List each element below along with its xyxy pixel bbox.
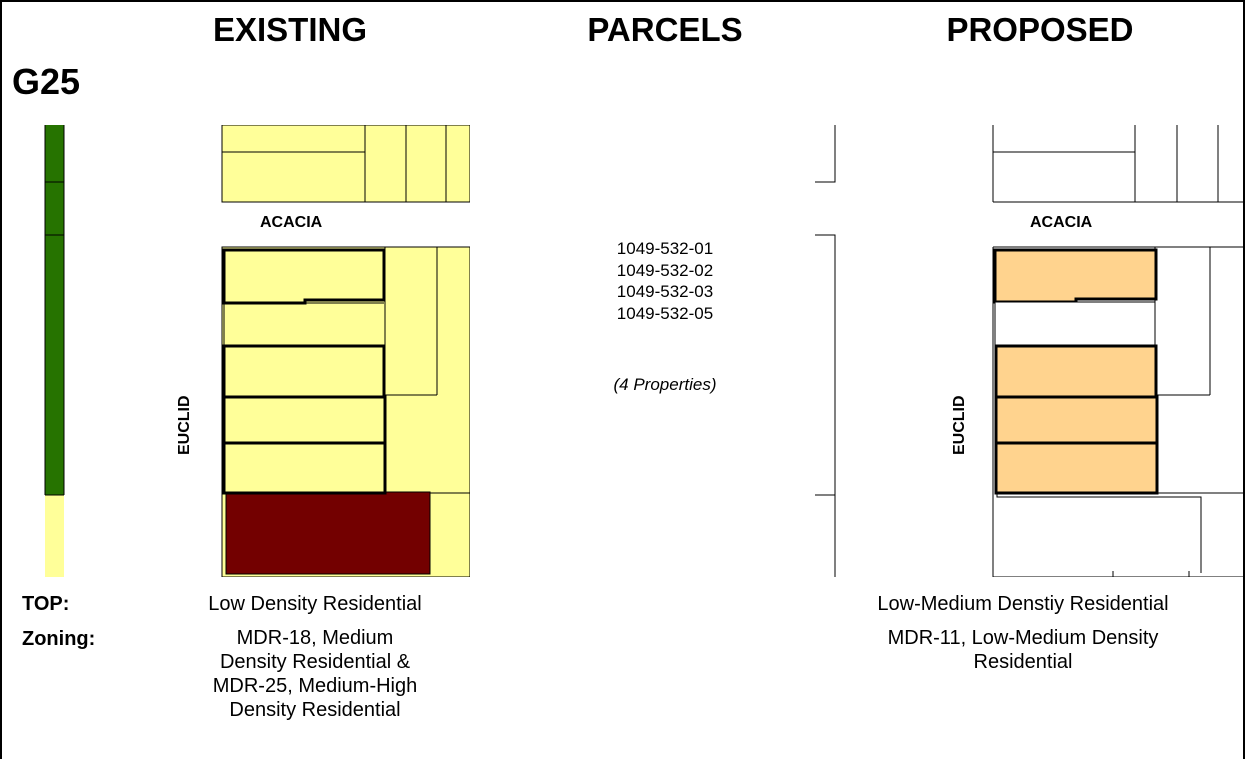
proposed-zoning-line: MDR-11, Low-Medium Density <box>887 627 1159 649</box>
subject-parcel-3 <box>994 395 1159 445</box>
proposed-top-value: Low-Medium Denstiy Residential <box>877 593 1169 615</box>
proposed-zoning-value: MDR-11, Low-Medium Density Residential <box>808 626 1238 674</box>
subject-parcel-1 <box>993 248 1158 304</box>
zoning-label: Zoning: <box>22 628 96 650</box>
frame-right-border <box>1243 0 1245 759</box>
parcel-apn: 1049-532-03 <box>616 282 714 301</box>
column-heading-proposed: PROPOSED <box>946 11 1134 48</box>
column-heading-parcels: PARCELS <box>587 11 743 48</box>
parcel-apn: 1049-532-01 <box>616 239 714 258</box>
top-label: TOP: <box>22 593 70 615</box>
street-label-acacia: ACACIA <box>260 214 323 231</box>
commercial-parcel <box>225 491 431 575</box>
existing-land-use-map: ACACIA EUCLID <box>40 124 471 578</box>
parcel-apn-list: 1049-532-01 1049-532-02 1049-532-03 1049… <box>545 238 785 324</box>
subject-parcel-4 <box>994 441 1159 495</box>
street-label-acacia: ACACIA <box>1030 214 1093 231</box>
frame-top-border <box>0 0 1245 2</box>
street-label-euclid: EUCLID <box>951 395 968 455</box>
existing-zoning-line: MDR-25, Medium-High <box>212 675 418 697</box>
existing-zoning-value: MDR-18, Medium Density Residential & MDR… <box>150 626 480 722</box>
existing-zoning-line: MDR-18, Medium <box>236 627 394 649</box>
existing-zoning-line: Density Residential <box>229 699 401 721</box>
proposed-zoning-line: Residential <box>973 651 1073 673</box>
existing-zoning-line: Density Residential & <box>219 651 411 673</box>
subject-parcel-2 <box>994 344 1158 399</box>
low-density-strip <box>45 495 64 577</box>
column-heading-existing: EXISTING <box>212 11 368 48</box>
proposed-land-use-map: ACACIA EUCLID <box>815 125 1245 578</box>
parcel-apn: 1049-532-05 <box>616 303 714 323</box>
non-subject-parcel <box>994 301 1156 347</box>
street-label-euclid: EUCLID <box>176 395 193 455</box>
property-count: (4 Properties) <box>613 375 717 394</box>
frame-left-border <box>0 0 2 759</box>
parcel-apn: 1049-532-02 <box>616 260 714 280</box>
case-id: G25 <box>12 61 81 102</box>
existing-top-value: Low Density Residential <box>208 593 422 615</box>
park-strip <box>45 125 64 495</box>
subject-parcel-4 <box>222 441 387 495</box>
north-block <box>221 124 471 203</box>
